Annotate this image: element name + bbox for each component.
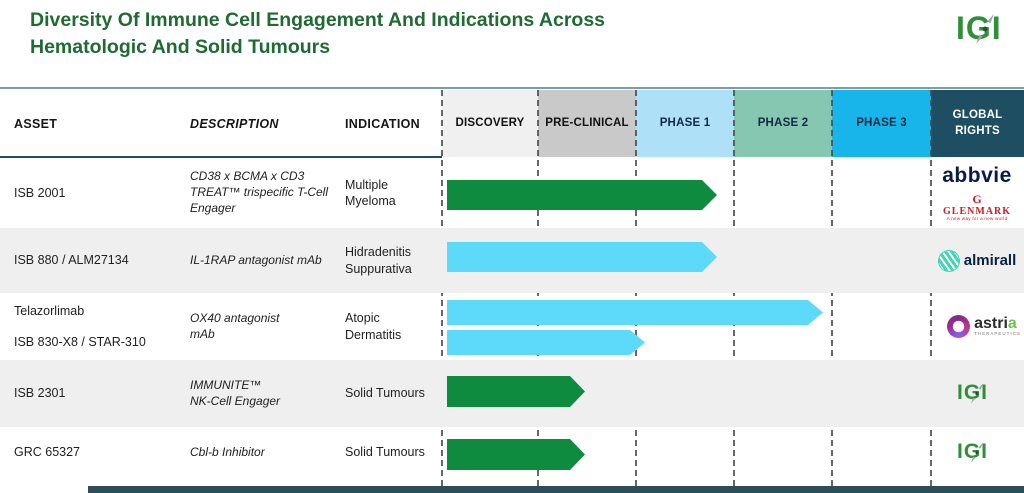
slide-title-line1: Diversity Of Immune Cell Engagement And …	[30, 9, 606, 31]
asset-name: ISB 2301	[14, 386, 66, 401]
asset-name: ISB 2001	[14, 185, 66, 200]
pipeline-row-isb2001: ISB 2001 CD38 x BCMA x CD3 TREAT™ trispe…	[0, 158, 1024, 228]
igi-logo: IGI	[957, 441, 997, 464]
phase-progress-bar	[447, 439, 585, 470]
global-rights-cell: almirall	[932, 228, 1022, 293]
astria-logo: astria THERAPEUTICS	[947, 315, 1021, 338]
asset-name: GRC 65327	[14, 445, 81, 460]
glenmark-tagline: A new way for a new world	[946, 216, 1008, 222]
indication-text: Atopic Dermatitis	[345, 311, 402, 342]
header-top-rule	[0, 87, 1024, 89]
slide-title: Diversity Of Immune Cell Engagement And …	[30, 7, 730, 61]
indication-text: Hidradenitis Suppurativa	[345, 245, 412, 276]
description-text: Cbl-b Inhibitor	[190, 444, 265, 459]
phase-header-phase1: PHASE 1	[636, 90, 734, 157]
astria-ring-icon	[947, 315, 971, 338]
pipeline-row-isb2301: ISB 2301 IMMUNITE™ NK-Cell Engager Solid…	[0, 360, 1024, 427]
almirall-logo: almirall	[937, 249, 1016, 272]
header-bottom-rule	[0, 156, 442, 158]
column-header-asset: ASSET	[14, 116, 58, 131]
description-text: IMMUNITE™ NK-Cell Engager	[190, 377, 281, 408]
phase-header-phase3: PHASE 3	[832, 90, 931, 157]
compass-needle-icon	[971, 383, 983, 404]
phase-header-global-rights: GLOBAL RIGHTS	[931, 90, 1024, 157]
phase-progress-bar	[447, 242, 717, 272]
description-text: IL-1RAP antagonist mAb	[190, 252, 322, 267]
global-rights-cell: IGI	[932, 427, 1022, 478]
column-header-indication: INDICATION	[345, 116, 420, 131]
pipeline-row-telazorlimab: Telazorlimab ISB 830-X8 / STAR-310 OX40 …	[0, 293, 1024, 360]
description-text: OX40 antagonist mAb	[190, 310, 280, 341]
indication-text: Solid Tumours	[345, 386, 425, 401]
almirall-circle-icon	[937, 249, 960, 272]
indication-text: Solid Tumours	[345, 445, 425, 460]
igi-logo: IGI	[957, 382, 997, 405]
asset-name: ISB 880 / ALM27134	[14, 253, 129, 268]
column-header-description: DESCRIPTION	[190, 116, 279, 131]
compass-needle-icon	[971, 442, 983, 463]
astria-caption: THERAPEUTICS	[974, 331, 1021, 337]
phase-header-phase2: PHASE 2	[734, 90, 832, 157]
global-rights-cell: IGI	[932, 360, 1022, 427]
phase-progress-bar	[447, 376, 585, 407]
phase-progress-bar	[447, 180, 717, 210]
glenmark-logo: G GLENMARK A new way for a new world	[943, 191, 1011, 222]
abbvie-logo: abbvie	[942, 163, 1012, 187]
phase-header-preclinical: PRE-CLINICAL	[538, 90, 636, 157]
bottom-rule	[88, 486, 1024, 493]
slide-title-line2: Hematologic And Solid Tumours	[30, 35, 331, 58]
pipeline-row-isb880: ISB 880 / ALM27134 IL-1RAP antagonist mA…	[0, 228, 1024, 293]
glenmark-g-icon: G	[972, 191, 982, 206]
description-text: CD38 x BCMA x CD3 TREAT™ trispecific T-C…	[190, 169, 329, 215]
pipeline-row-grc65327: GRC 65327 Cbl-b Inhibitor Solid Tumours …	[0, 427, 1024, 478]
asset-name: Telazorlimab ISB 830-X8 / STAR-310	[14, 304, 146, 349]
phase-progress-bar	[447, 300, 823, 325]
global-rights-cell: abbvie G GLENMARK A new way for a new wo…	[932, 158, 1022, 228]
indication-text: Multiple Myeloma	[345, 177, 396, 209]
global-rights-cell: astria THERAPEUTICS	[932, 293, 1022, 360]
phase-progress-bar	[447, 330, 645, 355]
igi-logo: IGI	[956, 12, 1014, 46]
compass-needle-icon	[976, 14, 994, 44]
phase-header-discovery: DISCOVERY	[442, 90, 538, 157]
